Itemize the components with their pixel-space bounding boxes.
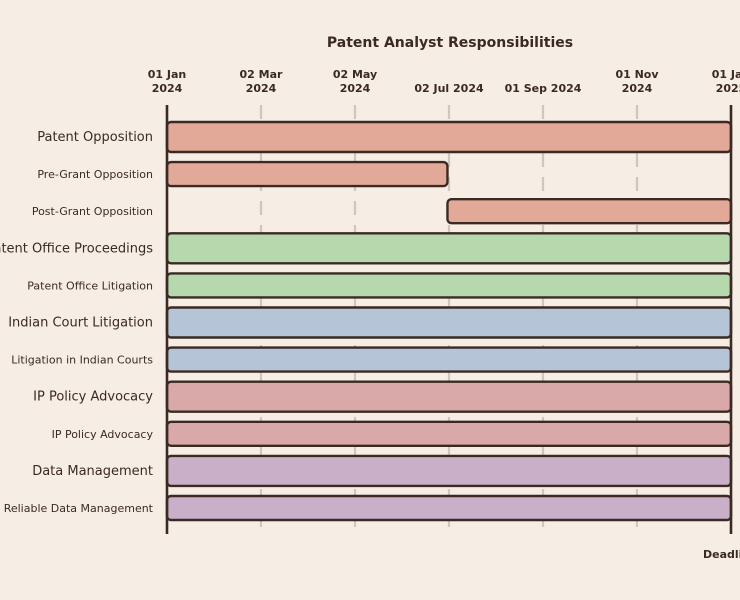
gantt-bar [165,306,733,339]
x-tick-label: 02 May 2024 [333,68,377,95]
gantt-bar [165,420,733,447]
y-tick-label: Litigation in Indian Courts [11,354,153,367]
y-tick-label: Post-Grant Opposition [32,205,153,218]
chart-title: Patent Analyst Responsibilities [327,35,573,51]
gantt-bar [165,272,733,299]
gantt-bar [165,494,733,522]
x-tick-label: 02 Mar 2024 [240,68,284,95]
x-tick-label: 01 Sep 2024 [505,82,582,95]
gantt-bar [165,160,449,188]
y-tick-label: IP Policy Advocacy [52,428,154,441]
x-tick-label: 01 Jan2025 [712,68,740,95]
gantt-bar [165,120,733,154]
y-tick-label: IP Policy Advocacy [33,390,153,405]
gantt-bar [165,380,733,413]
y-tick-label: Pre-Grant Opposition [37,168,153,181]
gantt-bar [165,232,733,265]
x-tick-label: 01 Nov 2024 [615,68,659,95]
axes [165,105,733,534]
gantt-bar [165,346,733,373]
y-tick-label: Data Management [32,464,153,479]
y-tick-label: Patent Opposition [37,130,153,145]
gantt-bar [165,454,733,488]
y-tick-label: Reliable Data Management [4,502,154,515]
y-tick-label: Patent Office Proceedings [0,241,153,256]
y-axis-labels: Patent Opposition Pre-Grant Opposition Pos… [0,130,154,515]
x-tick-label: 01 Jan 2024 [148,68,186,95]
x-tick-label: 02 Jul 2024 [414,82,484,95]
deadline-label: Deadline [703,548,740,561]
gantt-bar [446,197,733,225]
y-tick-label: Indian Court Litigation [8,316,153,331]
y-tick-label: Patent Office Litigation [27,279,153,292]
x-axis-ticks: 01 Jan 2024 02 Mar 2024 02 May 2024 02 Jul 202… [148,68,740,95]
